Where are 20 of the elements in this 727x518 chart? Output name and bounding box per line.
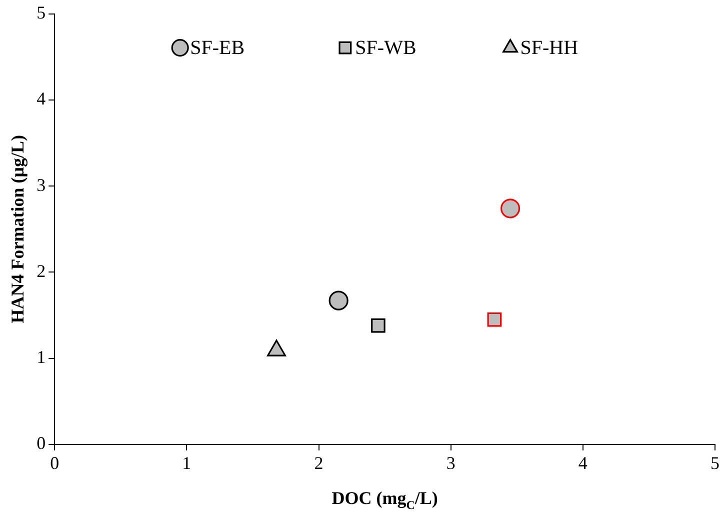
point xyxy=(500,198,520,218)
legend-label: SF-HH xyxy=(520,37,578,60)
y-tick-label: 3 xyxy=(36,174,46,195)
x-tick-label: 0 xyxy=(50,452,60,473)
y-tick-label: 0 xyxy=(36,433,46,454)
y-tick-label: 2 xyxy=(36,260,46,281)
point xyxy=(371,318,386,333)
x-tick-label: 2 xyxy=(314,452,324,473)
y-tick-label: 4 xyxy=(36,88,46,109)
y-tick-label: 1 xyxy=(36,347,46,368)
legend-label: SF-EB xyxy=(190,37,245,60)
x-tick-label: 5 xyxy=(710,452,720,473)
y-axis-title: HAN4 Formation (μg/L) xyxy=(7,135,28,324)
x-tick-label: 1 xyxy=(182,452,192,473)
legend-label: SF-WB xyxy=(355,37,416,60)
x-tick-label: 3 xyxy=(446,452,456,473)
x-tick-label: 4 xyxy=(578,452,588,473)
point xyxy=(328,290,348,310)
point xyxy=(487,312,502,327)
y-tick-label: 5 xyxy=(36,2,46,23)
